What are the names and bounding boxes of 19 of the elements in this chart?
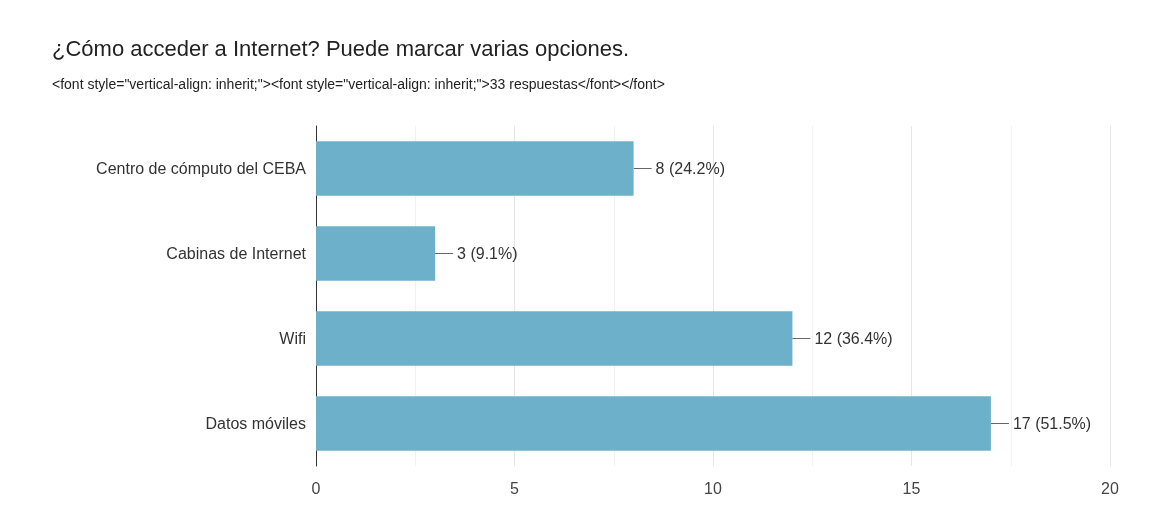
y-tick-label: Centro de cómputo del CEBA	[96, 160, 307, 177]
y-tick-label: Datos móviles	[205, 415, 306, 432]
x-tick-label: 10	[704, 479, 722, 497]
y-tick-label: Wifi	[279, 330, 306, 347]
bar	[316, 226, 436, 281]
bar	[316, 141, 634, 196]
x-tick-label: 15	[902, 479, 921, 497]
y-tick-label: Cabinas de Internet	[166, 245, 307, 262]
chart-title: ¿Cómo acceder a Internet? Puede marcar varias opciones.	[52, 35, 630, 61]
x-tick-label: 20	[1101, 479, 1119, 497]
data-label: 3 (9.1%)	[457, 245, 518, 262]
data-label: 17 (51.5%)	[1012, 415, 1092, 432]
x-tick-label: 0	[311, 479, 321, 497]
data-label: 12 (36.4%)	[814, 330, 893, 347]
x-tick-label: 5	[510, 479, 520, 497]
bar	[316, 396, 991, 451]
chart-subtitle: <font style="vertical-align: inherit;"><font style="vertical-align: inherit;">33 respuestas</font></font>	[52, 76, 665, 92]
data-label: 8 (24.2%)	[655, 160, 725, 177]
bar	[316, 311, 793, 366]
